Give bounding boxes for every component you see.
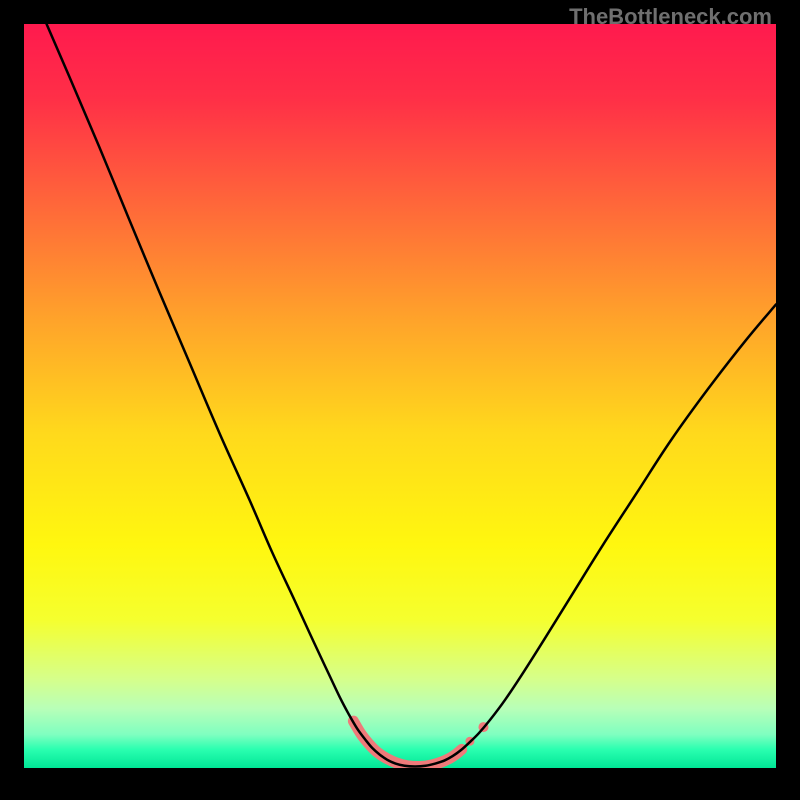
watermark-text: TheBottleneck.com xyxy=(569,4,772,30)
gradient-background xyxy=(24,24,776,768)
bottleneck-chart-svg xyxy=(0,0,800,800)
chart-frame: TheBottleneck.com xyxy=(0,0,800,800)
